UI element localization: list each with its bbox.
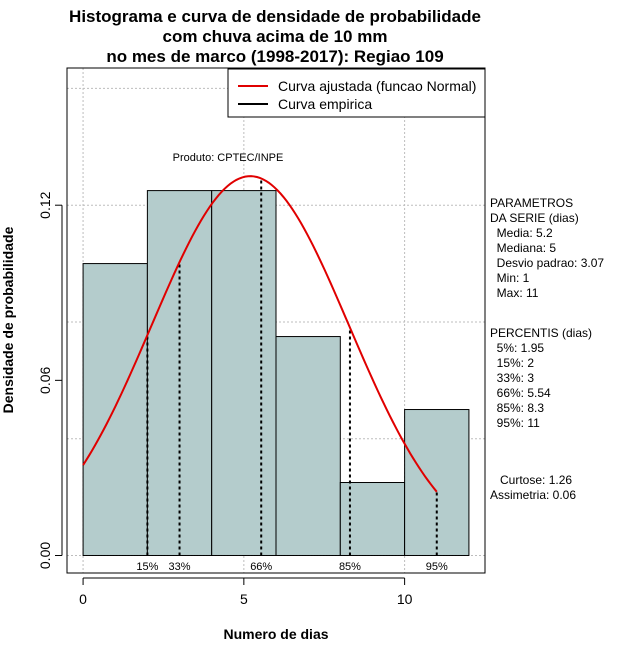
series-parameters-line: Desvio padrao: 3.07 [490,256,604,270]
percentile-lines: 15% 33% 66% 85% 95% [136,178,448,573]
histogram-bars [82,190,470,556]
x-axis: 0 5 10 [79,577,413,607]
y-tick-label: 0.06 [37,367,53,394]
percentile-label: 33% [169,561,191,573]
shape-stats-line: Curtose: 1.26 [490,473,572,487]
percentile-label: 15% [136,561,158,573]
chart-title-line-3: no mes de marco (1998-2017): Regiao 109 [106,47,443,66]
series-parameters-line: Max: 11 [490,286,539,300]
percentiles-line: 85%: 8.3 [490,401,544,415]
chart-title-line-2: com chuva acima de 10 mm [163,27,388,46]
plot-frame [66,67,486,574]
histogram-bar [275,336,341,556]
normal-curve-layer [82,175,438,493]
y-axis: 0.00 0.06 0.12 [37,191,63,569]
legend: Curva ajustada (funcao Normal) Curva emp… [227,68,486,118]
x-tick-label: 5 [240,591,248,607]
percentiles-line: 5%: 1.95 [490,341,544,355]
series-parameters-line: PARAMETROS [490,196,573,210]
percentiles-line: PERCENTIS (dias) [490,326,592,340]
chart-title-line-1: Histograma e curva de densidade de proba… [69,7,481,26]
histogram-bar [82,263,148,556]
shape-stats-line: Assimetria: 0.06 [490,488,576,502]
percentiles-line: 95%: 11 [490,416,540,430]
percentile-label: 85% [339,561,361,573]
x-tick-label: 10 [397,591,413,607]
x-tick-label: 0 [79,591,87,607]
legend-box [227,68,486,118]
histogram-bar [404,409,470,556]
percentiles-line: 15%: 2 [490,356,534,370]
series-parameters-line: DA SERIE (dias) [490,211,579,225]
histogram-bar [211,190,277,556]
source-annotation: Produto: CPTEC/INPE [173,152,284,164]
y-axis-title: Densidade de probabilidade [0,226,16,413]
series-parameters-line: Media: 5.2 [490,226,553,240]
normal-fit-curve [82,175,438,493]
percentiles-line: 66%: 5.54 [490,386,551,400]
x-axis-title: Numero de dias [223,626,328,642]
series-parameters-line: Mediana: 5 [490,241,556,255]
legend-label-empirical: Curva empirica [278,96,372,112]
legend-label-fit: Curva ajustada (funcao Normal) [278,78,476,94]
percentile-label: 66% [250,561,272,573]
y-tick-label: 0.00 [37,542,53,569]
y-tick-label: 0.12 [37,191,53,218]
percentile-label: 95% [426,561,448,573]
histogram-bar [339,482,406,556]
percentiles-line: 33%: 3 [490,371,534,385]
chart-title: Histograma e curva de densidade de proba… [69,7,481,66]
series-parameters-line: Min: 1 [490,271,530,285]
